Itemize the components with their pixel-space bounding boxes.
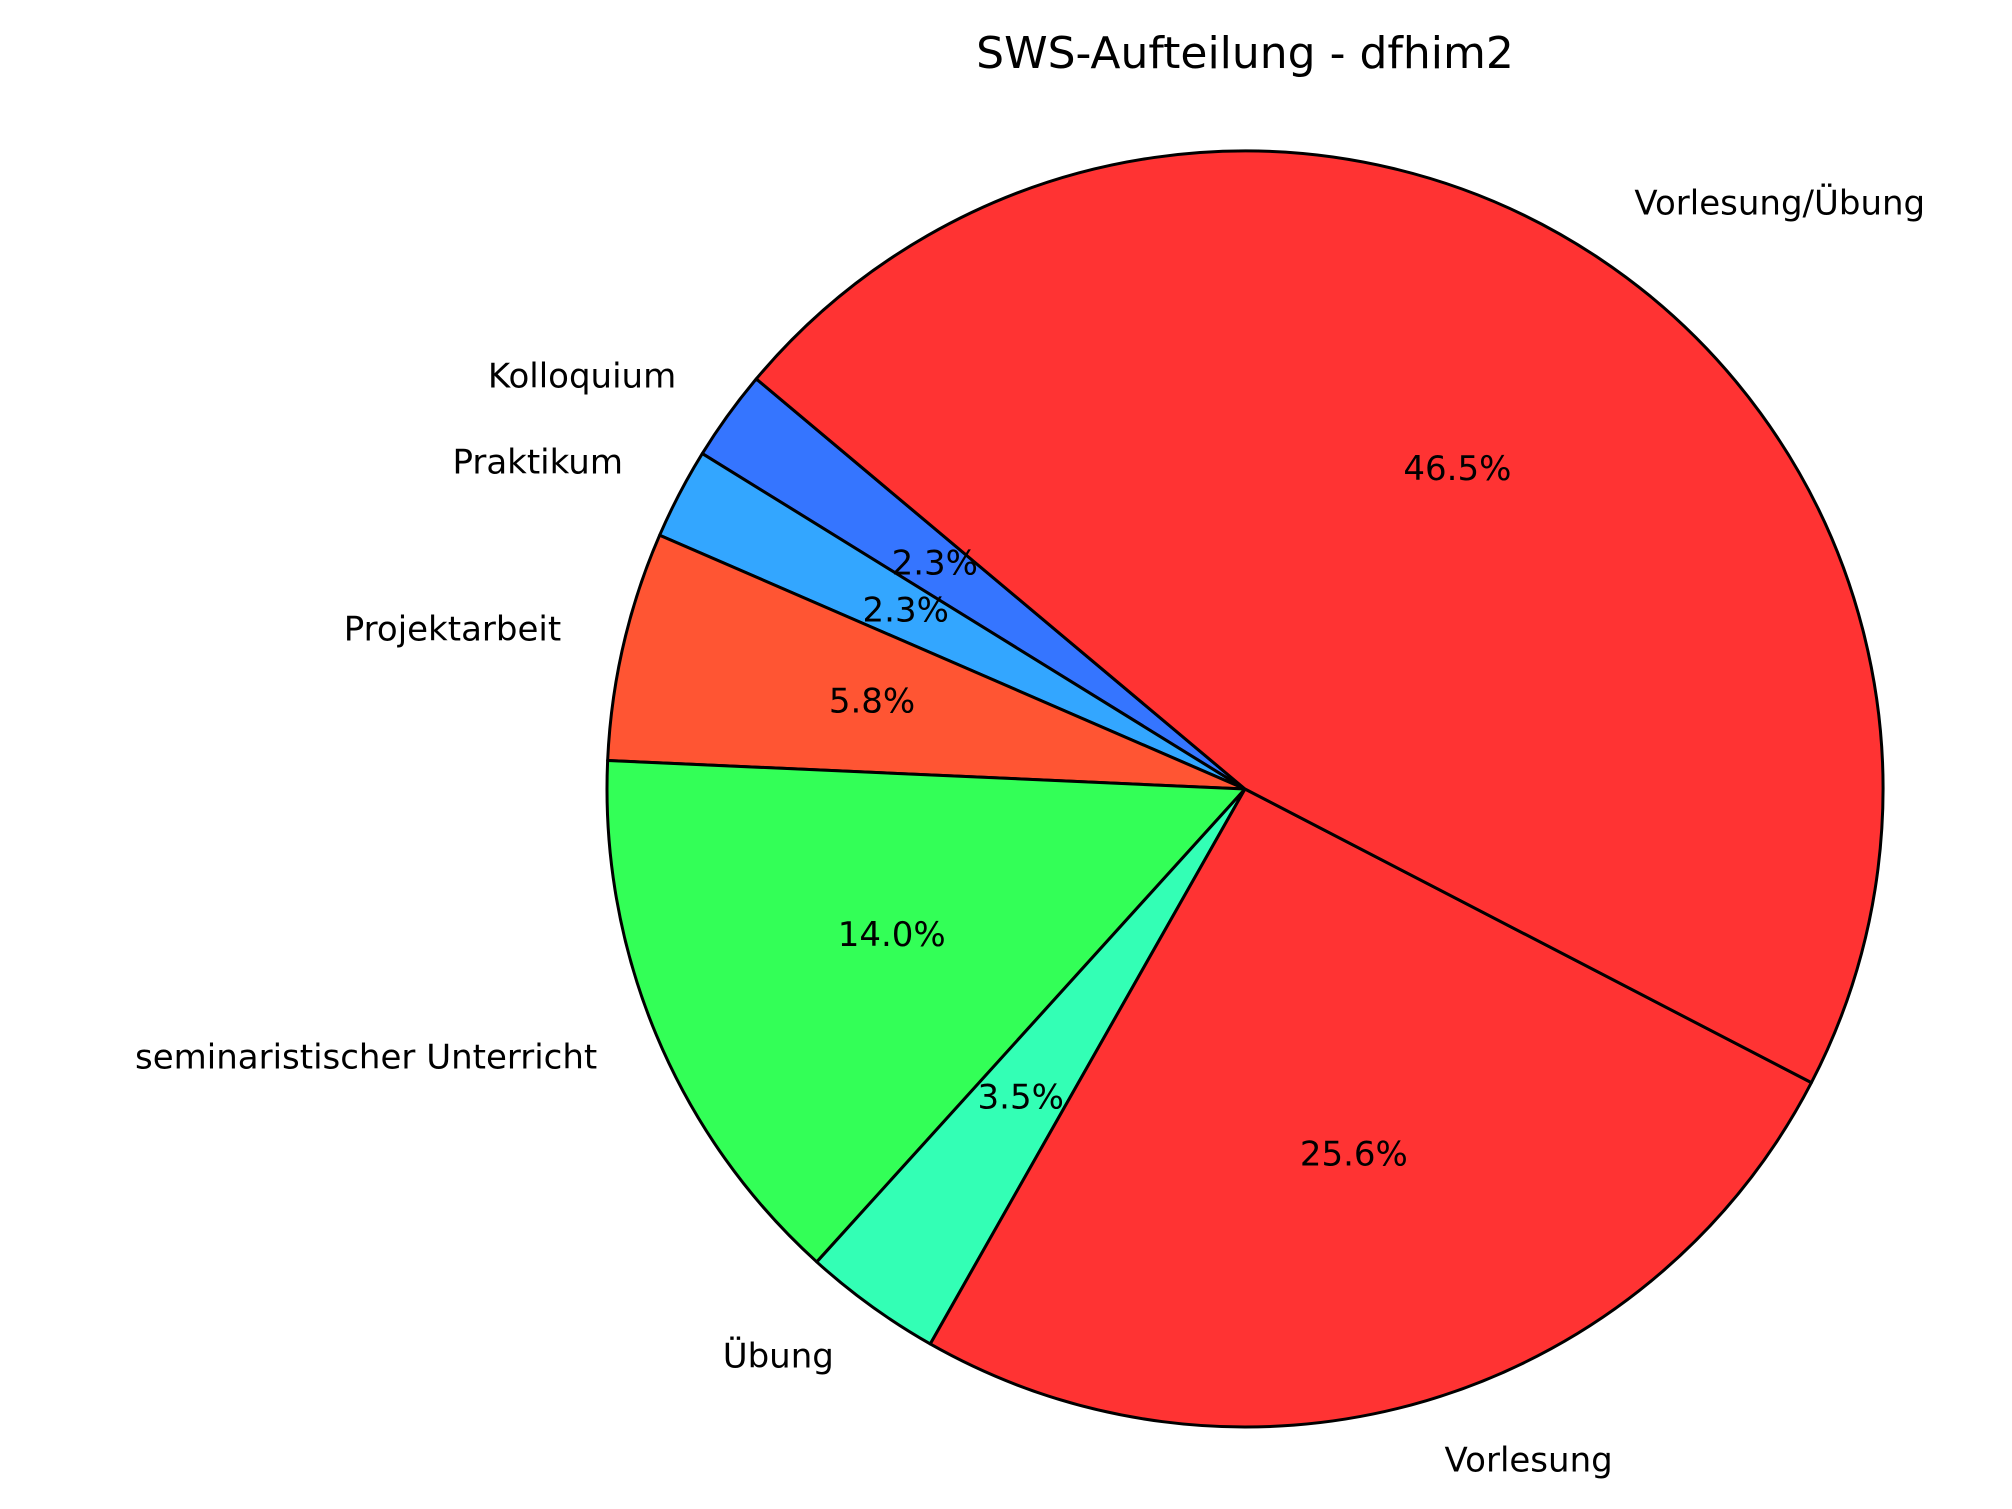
pie-slice (606, 533, 1247, 791)
percent-label: 2.3% (863, 590, 949, 630)
pie-slice (928, 787, 1813, 1429)
pie-slice (605, 759, 1247, 1264)
percent-label: 14.0% (838, 915, 946, 955)
percent-label: 5.8% (829, 681, 915, 721)
pie-slice (754, 149, 1885, 1085)
slice-label: seminaristischer Unterricht (135, 1038, 597, 1078)
slice-label: Praktikum (452, 443, 623, 483)
percent-label: 2.3% (892, 543, 978, 583)
slice-label: Kolloquium (488, 356, 676, 396)
slice-label: Projektarbeit (344, 610, 561, 650)
chart-title: SWS-Aufteilung - dfhim2 (976, 28, 1514, 79)
percent-label: 25.6% (1300, 1134, 1408, 1174)
percent-label: 46.5% (1403, 449, 1511, 489)
percent-label: 3.5% (978, 1078, 1064, 1118)
slice-label: Vorlesung/Übung (1634, 183, 1925, 224)
slice-label: Übung (723, 1335, 834, 1376)
slice-label: Vorlesung (1445, 1440, 1613, 1480)
